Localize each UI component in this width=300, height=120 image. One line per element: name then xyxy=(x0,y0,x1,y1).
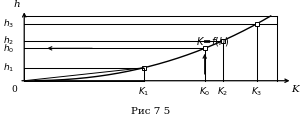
Text: $K_1$: $K_1$ xyxy=(138,85,149,98)
Text: $K_2$: $K_2$ xyxy=(218,85,229,98)
Text: K: K xyxy=(291,85,299,94)
Text: $K\!=\!f(h)$: $K\!=\!f(h)$ xyxy=(196,35,230,48)
Text: $h_0$: $h_0$ xyxy=(3,42,14,55)
Text: $K_0$: $K_0$ xyxy=(199,85,210,98)
Text: $h_3$: $h_3$ xyxy=(3,18,14,30)
Text: h: h xyxy=(13,0,20,9)
Text: $h_1$: $h_1$ xyxy=(3,62,14,74)
Text: $K_3$: $K_3$ xyxy=(251,85,263,98)
Text: $h_2$: $h_2$ xyxy=(3,34,14,47)
Text: Рис 7 5: Рис 7 5 xyxy=(131,107,170,116)
Text: 0: 0 xyxy=(11,85,17,94)
